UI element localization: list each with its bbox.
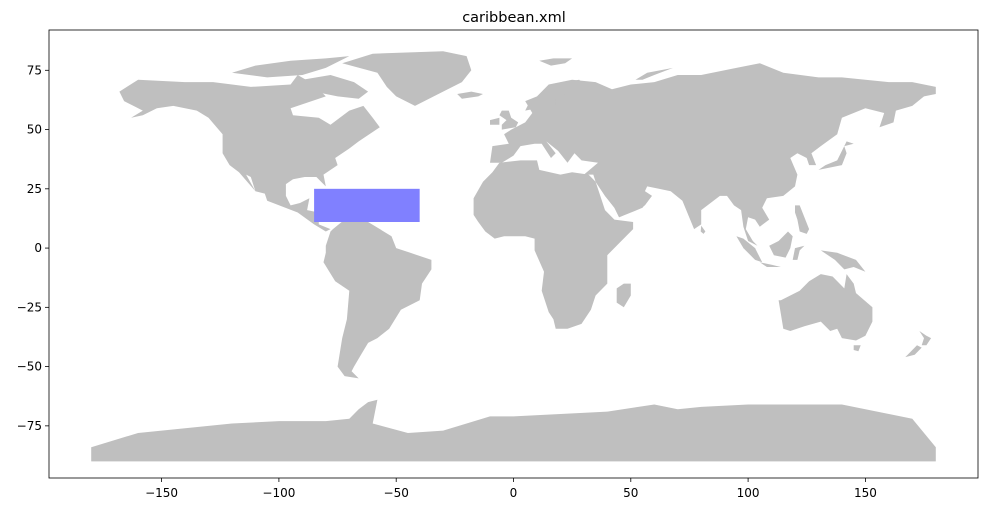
land-scandinavia xyxy=(525,79,584,116)
land-canadian-archipelago xyxy=(232,56,350,78)
land-new-zealand-south xyxy=(905,345,922,358)
land-north-america xyxy=(119,75,380,232)
land-ireland xyxy=(490,117,500,125)
y-tick-label: −25 xyxy=(17,300,42,314)
y-tick-label: 50 xyxy=(27,123,42,137)
land-greenland xyxy=(342,51,472,106)
land-tasmania xyxy=(853,345,861,352)
land-sulawesi xyxy=(792,245,805,260)
highlight-layer xyxy=(314,188,420,222)
x-tick-label: −150 xyxy=(145,486,178,500)
y-tick-label: 0 xyxy=(34,241,42,255)
chart-title: caribbean.xml xyxy=(462,10,566,26)
land-great-britain xyxy=(499,110,519,130)
land-europe-asia xyxy=(490,63,936,246)
x-axis: −150 −100 −50 0 50 100 150 xyxy=(145,478,877,500)
land-iceland xyxy=(457,91,483,99)
land-baffin-island xyxy=(302,75,369,99)
x-tick-label: 100 xyxy=(737,486,760,500)
plot-area xyxy=(48,29,979,479)
highlight-region-caribbean xyxy=(314,188,420,222)
land-novaya-zemlya xyxy=(635,67,673,80)
y-tick-label: −75 xyxy=(17,419,42,433)
y-tick-label: −50 xyxy=(17,360,42,374)
x-tick-label: 150 xyxy=(854,486,877,500)
x-tick-label: 50 xyxy=(623,486,638,500)
y-axis: 75 50 25 0 −25 −50 −75 xyxy=(17,63,49,433)
y-tick-label: 75 xyxy=(27,63,42,77)
y-tick-label: 25 xyxy=(27,182,42,196)
land-svalbard xyxy=(539,58,573,66)
x-tick-label: 0 xyxy=(510,486,518,500)
land-japan xyxy=(818,141,854,170)
land-south-america xyxy=(323,219,432,379)
land-africa xyxy=(473,160,634,329)
land-borneo xyxy=(769,231,793,258)
land-sumatra xyxy=(736,236,763,263)
x-tick-label: −50 xyxy=(384,486,409,500)
land-australia xyxy=(778,274,873,341)
land-arabia xyxy=(595,167,652,218)
land-sri-lanka xyxy=(700,225,706,234)
x-tick-label: −100 xyxy=(262,486,295,500)
land-layer xyxy=(91,51,936,462)
land-philippines xyxy=(795,205,810,234)
land-new-guinea xyxy=(820,250,866,272)
land-antarctica xyxy=(91,399,936,462)
land-new-zealand-north xyxy=(919,331,932,346)
land-java xyxy=(759,262,781,267)
land-madagascar xyxy=(616,283,631,308)
